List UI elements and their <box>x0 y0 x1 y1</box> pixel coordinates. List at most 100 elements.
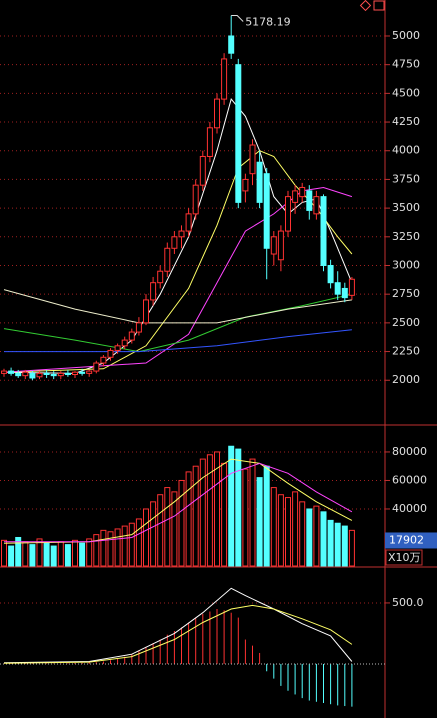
candle-body <box>270 236 277 255</box>
candle-body <box>50 374 57 377</box>
volume-bar <box>263 465 270 567</box>
candle-body <box>277 230 284 261</box>
candle-body <box>22 371 29 377</box>
volume-bar <box>334 522 341 567</box>
volume-bar <box>143 508 149 567</box>
candle-body <box>171 236 178 249</box>
candle-body <box>292 190 299 203</box>
volume-bar <box>50 545 57 567</box>
candle-body <box>79 371 86 374</box>
volume-bar <box>341 525 348 567</box>
candle-body <box>29 372 36 379</box>
volume-average <box>3 458 353 544</box>
moving-average <box>3 293 353 353</box>
volume-bar <box>327 519 334 567</box>
candle-body <box>100 356 107 364</box>
candle-body <box>256 161 263 203</box>
candle-body <box>157 270 164 284</box>
volume-bar <box>228 445 235 567</box>
volume-bar <box>135 518 142 567</box>
candle-body <box>341 287 348 299</box>
candle-body <box>285 196 291 232</box>
y-tick-label: 4000 <box>392 144 420 157</box>
volume-bar <box>29 544 36 567</box>
volume-bar <box>206 454 213 567</box>
icon[interactable] <box>359 0 372 12</box>
candle-body <box>86 370 93 374</box>
y-tick-label: 3000 <box>392 258 420 271</box>
volume-bar <box>235 448 242 567</box>
volume-unit: X10万 <box>388 551 421 564</box>
candle-body <box>57 372 64 377</box>
volume-bar <box>292 491 299 567</box>
candle-body <box>206 127 213 157</box>
y-tick-label: 5000 <box>392 29 420 42</box>
candle-body <box>185 213 192 232</box>
volume-bar <box>185 471 192 567</box>
volume-bar <box>86 538 93 567</box>
volume-bar <box>157 494 164 567</box>
candle-body <box>199 155 206 186</box>
volume-bar <box>249 458 256 567</box>
candle-body <box>214 98 220 129</box>
volume-average <box>4 462 353 543</box>
y-tick-label: 2000 <box>392 373 420 386</box>
candle-body <box>221 58 228 100</box>
y-tick-label: 4250 <box>392 115 420 128</box>
volume-bar <box>43 542 50 567</box>
candle-body <box>121 339 128 347</box>
candle-body <box>249 144 256 175</box>
volume-bar <box>64 544 71 567</box>
candle-body <box>327 264 334 284</box>
candle-body <box>263 173 270 249</box>
moving-average <box>3 289 352 324</box>
y-tick-label: 3250 <box>392 230 420 243</box>
volume-bar <box>299 501 306 567</box>
volume-bar <box>348 529 355 567</box>
volume-bar <box>72 539 78 567</box>
candle-body <box>72 371 78 376</box>
volume-bar <box>164 487 171 567</box>
y-tick-label: 40000 <box>392 502 427 515</box>
candle-body <box>64 372 71 376</box>
volume-bar <box>79 542 86 567</box>
volume-bar <box>199 458 206 567</box>
y-tick-label: 2250 <box>392 345 420 358</box>
volume-bar <box>171 491 178 567</box>
volume-bar <box>214 451 220 567</box>
candle-body <box>235 64 242 203</box>
volume-bar <box>277 494 284 567</box>
candle-body <box>1 370 7 374</box>
y-tick-label: 500.0 <box>392 596 424 609</box>
candle-body <box>150 282 157 301</box>
dif-line <box>3 587 353 664</box>
volume-bar <box>121 525 128 567</box>
candle-body <box>143 299 149 324</box>
icon[interactable] <box>373 0 385 11</box>
volume-bar <box>100 529 107 567</box>
candle-body <box>313 196 320 215</box>
candle-body <box>334 282 341 295</box>
volume-bar <box>285 497 291 567</box>
y-tick-label: 3500 <box>392 201 420 214</box>
volume-bar <box>320 511 327 567</box>
candle-body <box>348 278 355 296</box>
volume-bar <box>15 536 22 567</box>
y-tick-label: 4750 <box>392 58 420 71</box>
volume-bar <box>1 539 7 567</box>
annotation: 5178.19 <box>245 16 291 29</box>
candle-body <box>320 196 327 266</box>
y-tick-label: 2750 <box>392 287 420 300</box>
unit-box <box>385 549 423 566</box>
candle-body <box>135 322 142 333</box>
candle-body <box>114 345 121 351</box>
volume-bar <box>178 479 185 567</box>
candle-body <box>299 186 306 198</box>
candle-body <box>43 372 50 376</box>
volume-bar <box>192 465 199 567</box>
y-tick-label: 3750 <box>392 172 420 185</box>
current-volume-label: 17902 <box>389 533 424 546</box>
volume-bar <box>22 541 29 567</box>
candle-body <box>192 184 199 215</box>
